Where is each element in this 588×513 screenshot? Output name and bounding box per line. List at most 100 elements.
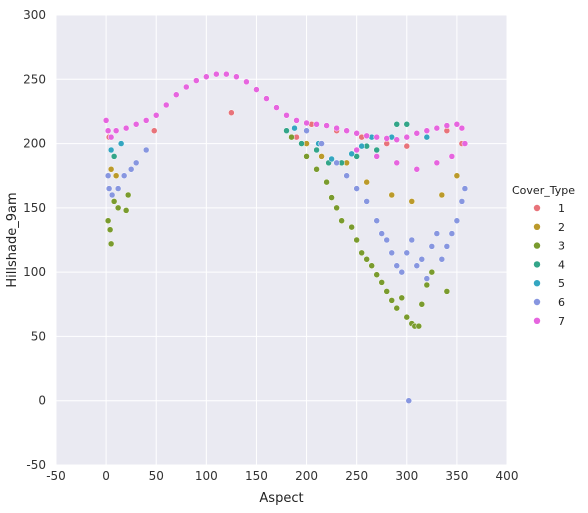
data-point-type-3: [423, 281, 431, 289]
data-point-type-6: [303, 127, 310, 134]
data-point-type-7: [443, 122, 451, 129]
data-point-type-3: [388, 297, 395, 304]
data-point-type-3: [122, 207, 130, 214]
data-point-type-4: [110, 153, 118, 160]
data-point-type-3: [443, 288, 451, 295]
legend-marker: [533, 261, 541, 268]
data-point-type-6: [413, 262, 421, 269]
data-point-type-7: [343, 127, 350, 134]
data-point-type-7: [423, 127, 431, 134]
data-point-type-4: [393, 121, 401, 128]
data-point-type-7: [413, 166, 421, 173]
data-point-type-4: [313, 146, 320, 154]
data-point-type-3: [415, 322, 423, 330]
data-point-type-6: [428, 243, 436, 250]
data-point-type-7: [223, 70, 230, 78]
legend-marker: [533, 242, 541, 249]
data-point-type-6: [438, 256, 446, 263]
legend-label: 2: [558, 221, 565, 234]
data-point-type-6: [388, 249, 395, 257]
legend-marker: [533, 223, 541, 230]
data-point-type-6: [403, 249, 411, 257]
legend-label: 1: [558, 202, 565, 215]
data-point-type-7: [152, 112, 160, 119]
data-point-type-3: [313, 166, 320, 173]
data-point-type-3: [288, 133, 295, 141]
data-point-type-3: [418, 301, 426, 308]
y-tick-label: 200: [23, 137, 46, 151]
data-point-type-3: [124, 191, 132, 199]
legend-label: 5: [558, 277, 565, 290]
data-point-type-7: [203, 73, 210, 80]
data-point-type-7: [112, 127, 120, 134]
data-point-type-2: [363, 178, 370, 186]
legend-label: 6: [558, 296, 565, 309]
data-point-type-3: [333, 204, 340, 212]
x-tick-label: 150: [245, 469, 268, 483]
data-point-type-7: [433, 159, 441, 167]
data-point-type-7: [213, 70, 220, 78]
legend-marker: [533, 280, 541, 287]
data-point-type-6: [353, 185, 360, 192]
data-point-type-7: [373, 133, 380, 141]
data-point-type-6: [104, 172, 112, 179]
data-point-type-6: [373, 217, 380, 224]
data-point-type-7: [383, 135, 390, 142]
legend-label: 3: [558, 240, 565, 253]
data-point-type-3: [110, 198, 118, 205]
y-axis-label: Hillshade_9am: [5, 192, 20, 287]
legend-marker: [533, 298, 541, 306]
data-point-type-1: [403, 142, 411, 150]
x-tick-label: 50: [149, 469, 164, 483]
data-point-type-6: [378, 230, 385, 237]
data-point-type-3: [328, 194, 335, 201]
data-point-type-6: [398, 268, 406, 276]
data-point-type-7: [458, 124, 466, 132]
data-point-type-7: [253, 86, 260, 93]
data-point-type-2: [318, 153, 325, 160]
data-point-type-5: [423, 133, 431, 141]
data-point-type-6: [333, 159, 340, 167]
data-points: [102, 70, 469, 404]
data-point-type-7: [162, 101, 170, 109]
legend-marker: [533, 317, 541, 324]
data-point-type-6: [142, 146, 150, 154]
data-point-type-3: [338, 217, 345, 224]
data-point-type-7: [303, 119, 310, 127]
data-point-type-3: [104, 217, 112, 224]
data-point-type-4: [353, 153, 360, 160]
data-point-type-6: [423, 275, 431, 282]
data-point-type-7: [448, 153, 456, 160]
data-point-type-2: [438, 191, 446, 199]
data-point-type-7: [183, 83, 190, 91]
y-tick-label: -50: [26, 458, 46, 472]
data-point-type-3: [114, 204, 122, 212]
x-axis-label: Aspect: [259, 491, 303, 506]
data-point-type-6: [433, 230, 441, 237]
data-point-type-3: [403, 313, 411, 321]
data-point-type-2: [453, 172, 461, 179]
data-point-type-7: [233, 73, 240, 80]
legend-marker: [533, 204, 541, 212]
data-point-type-6: [132, 159, 140, 167]
data-point-type-6: [458, 198, 466, 205]
data-point-type-7: [142, 117, 150, 124]
data-point-type-3: [323, 178, 330, 186]
data-point-type-6: [453, 217, 461, 224]
x-tick-label: 300: [395, 469, 418, 483]
x-tick-label: 400: [496, 469, 519, 483]
data-point-type-6: [114, 185, 122, 192]
data-point-type-7: [323, 122, 330, 129]
data-point-type-1: [228, 109, 235, 116]
data-point-type-6: [105, 185, 113, 192]
data-point-type-5: [358, 142, 365, 150]
data-point-type-3: [107, 240, 115, 248]
data-point-type-5: [328, 155, 335, 163]
data-point-type-7: [263, 95, 270, 102]
data-point-type-7: [393, 159, 401, 167]
data-point-type-4: [298, 140, 305, 147]
data-point-type-2: [107, 166, 115, 173]
data-point-type-7: [353, 130, 360, 137]
data-point-type-6: [408, 236, 416, 244]
